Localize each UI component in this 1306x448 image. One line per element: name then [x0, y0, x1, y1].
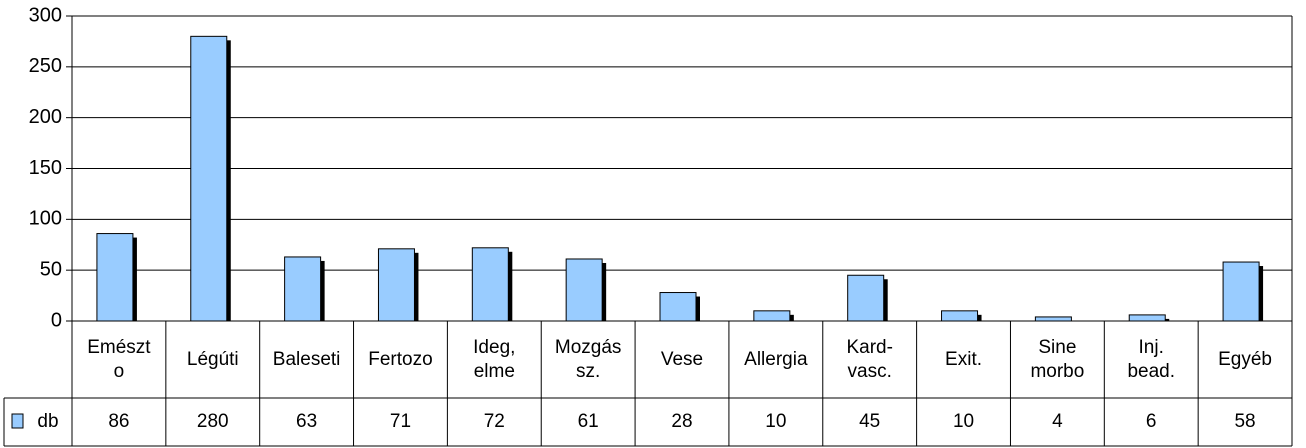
bar: [659, 292, 697, 322]
table-value: 6: [1145, 411, 1157, 432]
x-tick-label: Baleseti: [272, 348, 341, 370]
x-tick-label: Inj. bead.: [1127, 336, 1175, 382]
x-tick-label: Kard-vasc.: [846, 336, 893, 382]
table-value: 86: [108, 411, 130, 432]
bar: [471, 247, 509, 322]
legend-key: [11, 413, 24, 429]
y-tick-label: 300: [29, 4, 62, 26]
y-tick-label: 200: [29, 106, 62, 128]
table-value: 58: [1234, 411, 1256, 432]
bar: [1128, 314, 1166, 322]
bar: [847, 274, 885, 322]
bar: [284, 256, 322, 322]
x-tick-label: Emészto: [87, 336, 151, 382]
x-tick-label: Allergia: [744, 348, 808, 370]
x-tick-label: Ideg, elme: [473, 336, 516, 382]
y-tick-label: 150: [29, 157, 62, 179]
bar: [190, 35, 228, 322]
bar: [1034, 316, 1072, 322]
y-tick-label: 250: [29, 55, 62, 77]
legend-label: db: [37, 411, 59, 432]
table-value: 28: [671, 411, 693, 432]
bar: [753, 310, 791, 322]
bar: [941, 310, 979, 322]
y-tick-label: 100: [29, 208, 62, 230]
x-tick-label: Mozgás sz.: [554, 336, 622, 382]
table-value: 45: [859, 411, 881, 432]
table-value: 4: [1052, 411, 1063, 432]
x-tick-label: Fertozo: [368, 348, 433, 370]
table-value: 71: [389, 411, 412, 432]
table-value: 72: [483, 411, 505, 432]
x-tick-label: Sine morbo: [1030, 336, 1085, 382]
table-value: 61: [577, 411, 599, 432]
table-value: 10: [952, 411, 975, 432]
y-tick-label: 0: [51, 309, 62, 331]
table-value: 280: [196, 411, 229, 432]
bar: [1222, 261, 1260, 322]
x-tick-label: Exit.: [945, 348, 982, 370]
x-tick-label: Légúti: [186, 348, 239, 370]
x-tick-label: Vese: [660, 348, 704, 370]
bar: [565, 258, 603, 322]
table-value: 10: [765, 411, 787, 432]
bar: [96, 233, 134, 322]
y-tick-label: 50: [40, 258, 62, 280]
bar: [377, 248, 415, 322]
x-tick-label: Egyéb: [1218, 348, 1272, 370]
table-value: 63: [296, 411, 318, 432]
